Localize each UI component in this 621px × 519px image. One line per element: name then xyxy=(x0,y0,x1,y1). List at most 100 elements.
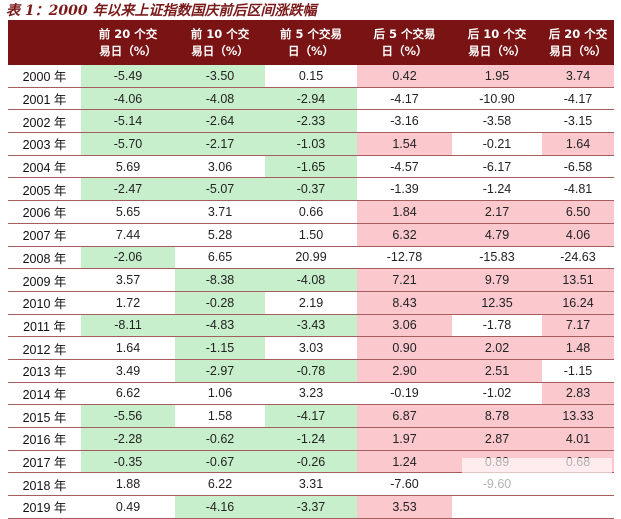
value-cell: 1.64 xyxy=(542,132,614,156)
value-cell: -4.83 xyxy=(175,314,265,338)
year-cell: 2006 年 xyxy=(8,200,81,224)
value-cell: 1.95 xyxy=(452,65,542,88)
value-cell: -4.16 xyxy=(175,495,265,519)
value-cell: 1.88 xyxy=(81,472,175,497)
value-cell: 5.28 xyxy=(175,223,265,247)
header-line: 前 20 个交 xyxy=(98,26,158,41)
table-row: 2001 年 -4.06 -4.08 -2.94 -4.17 -10.90 -4.17 xyxy=(8,87,614,111)
header-line: 后 20 个交 xyxy=(548,26,608,41)
value-cell: -1.65 xyxy=(265,155,357,179)
value-cell: -2.47 xyxy=(81,177,175,202)
value-cell xyxy=(542,495,614,519)
header-line: 后 10 个交 xyxy=(467,26,527,41)
header-line: 前 10 个交 xyxy=(190,26,250,41)
value-cell: -6.17 xyxy=(452,155,542,179)
year-cell: 2000 年 xyxy=(8,65,81,88)
value-cell: -3.58 xyxy=(452,109,542,134)
value-cell: -5.56 xyxy=(81,404,175,428)
value-cell: -4.17 xyxy=(542,87,614,111)
value-cell: -0.37 xyxy=(265,177,357,202)
year-cell: 2017 年 xyxy=(8,450,81,474)
value-cell: -4.17 xyxy=(357,87,452,111)
value-cell: -5.70 xyxy=(81,132,175,156)
value-cell: -2.94 xyxy=(265,87,357,111)
table-row: 2007 年 7.44 5.28 1.50 6.32 4.79 4.06 xyxy=(8,223,614,247)
value-cell: 1.06 xyxy=(175,382,265,406)
table-row: 2004 年 5.69 3.06 -1.65 -4.57 -6.17 -6.58 xyxy=(8,155,614,179)
value-cell: 3.74 xyxy=(542,65,614,88)
value-cell: 7.44 xyxy=(81,223,175,247)
header-col-1: 前 10 个交 易日（%） xyxy=(175,20,265,65)
table-row: 2008 年 -2.06 6.65 20.99 -12.78 -15.83 -24.63 xyxy=(8,246,614,270)
value-cell: -5.07 xyxy=(175,177,265,202)
value-cell: -4.81 xyxy=(542,177,614,202)
value-cell: -4.08 xyxy=(265,268,357,292)
value-cell: -0.35 xyxy=(81,450,175,474)
value-cell: -0.67 xyxy=(175,450,265,474)
value-cell: 1.48 xyxy=(542,336,614,360)
value-cell: 1.54 xyxy=(357,132,452,156)
header-line: 易日（%） xyxy=(549,43,607,58)
value-cell: -15.83 xyxy=(452,246,542,270)
value-cell: 3.06 xyxy=(357,314,452,338)
value-cell: 3.53 xyxy=(357,495,452,519)
year-cell: 2013 年 xyxy=(8,359,81,383)
value-cell: -3.50 xyxy=(175,65,265,88)
value-cell: -24.63 xyxy=(542,246,614,270)
value-cell: 13.51 xyxy=(542,268,614,292)
value-cell: 3.23 xyxy=(265,382,357,406)
value-cell: -4.06 xyxy=(81,87,175,111)
value-cell: 8.43 xyxy=(357,291,452,315)
value-cell: -2.33 xyxy=(265,109,357,134)
table-row: 2013 年 3.49 -2.97 -0.78 2.90 2.51 -1.15 xyxy=(8,359,614,383)
value-cell: 1.58 xyxy=(175,404,265,428)
header-col-2: 前 5 个交易 日（%） xyxy=(265,20,357,65)
value-cell: -5.14 xyxy=(81,109,175,134)
value-cell: -2.64 xyxy=(175,109,265,134)
value-cell: 2.83 xyxy=(542,382,614,406)
year-cell: 2014 年 xyxy=(8,382,81,406)
value-cell: 4.06 xyxy=(542,223,614,247)
value-cell: -2.28 xyxy=(81,427,175,451)
year-cell: 2009 年 xyxy=(8,268,81,292)
value-cell: 8.78 xyxy=(452,404,542,428)
header-line: 日（%） xyxy=(287,43,335,58)
table-title: 表 1：2000 年以来上证指数国庆前后区间涨跌幅 xyxy=(6,3,317,19)
value-cell: -10.90 xyxy=(452,87,542,111)
table-row: 2019 年 0.49 -4.16 -3.37 3.53 xyxy=(8,495,614,519)
year-cell: 2008 年 xyxy=(8,246,81,270)
value-cell: 5.69 xyxy=(81,155,175,179)
value-cell: -3.15 xyxy=(542,109,614,134)
value-cell: -4.08 xyxy=(175,87,265,111)
value-cell: 6.65 xyxy=(175,246,265,270)
value-cell: -0.62 xyxy=(175,427,265,451)
year-cell: 2001 年 xyxy=(8,87,81,111)
value-cell: -8.38 xyxy=(175,268,265,292)
value-cell: -1.24 xyxy=(452,177,542,202)
year-cell: 2018 年 xyxy=(8,472,81,497)
value-cell: -8.11 xyxy=(81,314,175,338)
value-cell: 2.51 xyxy=(452,359,542,383)
value-cell: -0.78 xyxy=(265,359,357,383)
header-line: 易日（%） xyxy=(99,43,157,58)
value-cell: 3.31 xyxy=(265,472,357,497)
header-row: 前 20 个交 易日（%）前 10 个交 易日（%）前 5 个交易 日（%）后 5 个… xyxy=(8,20,614,65)
value-cell: 6.87 xyxy=(357,404,452,428)
value-cell: 0.42 xyxy=(357,65,452,88)
value-cell: -3.43 xyxy=(265,314,357,338)
value-cell: 3.57 xyxy=(81,268,175,292)
year-cell: 2002 年 xyxy=(8,109,81,134)
year-cell: 2005 年 xyxy=(8,177,81,202)
value-cell: 6.62 xyxy=(81,382,175,406)
returns-table: 前 20 个交 易日（%）前 10 个交 易日（%）前 5 个交易 日（%）后 5 个… xyxy=(8,20,614,519)
value-cell: -2.17 xyxy=(175,132,265,156)
header-col-3: 后 5 个交易 日（%） xyxy=(357,20,452,65)
value-cell xyxy=(452,495,542,519)
value-cell: -4.57 xyxy=(357,155,452,179)
value-cell: -3.37 xyxy=(265,495,357,519)
year-cell: 2003 年 xyxy=(8,132,81,156)
value-cell: 0.49 xyxy=(81,495,175,519)
header-line: 易日（%） xyxy=(191,43,249,58)
value-cell: 3.49 xyxy=(81,359,175,383)
value-cell: -0.19 xyxy=(357,382,452,406)
